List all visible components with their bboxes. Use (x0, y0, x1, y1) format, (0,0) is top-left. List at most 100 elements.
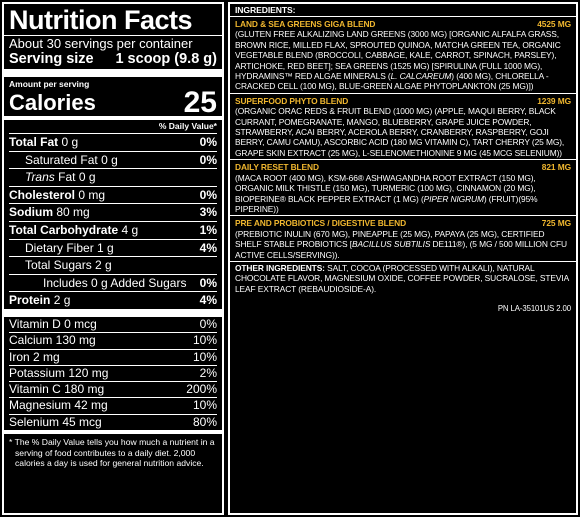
amount-per-serving: Amount per serving (9, 79, 90, 89)
protein-row: Protein 2 g 4% (9, 291, 217, 309)
vitamin-row: Selenium 45 mcg 80% (9, 413, 217, 430)
nutrient-label: Dietary Fiber (25, 240, 94, 255)
blend-text: (MACA ROOT (400 MG), KSM-66® ASHWAGANDHA… (235, 172, 536, 204)
nutrient-label: Sodium (9, 205, 53, 220)
vitamin-row: Vitamin C 180 mg 200% (9, 381, 217, 397)
vitamin-dv: 2% (199, 365, 217, 380)
nutrient-label-suffix: Fat (58, 170, 76, 185)
other-ingredients: OTHER INGREDIENTS: SALT, COCOA (PROCESSE… (235, 263, 571, 294)
blend-amount: 4525 MG (537, 19, 571, 29)
blend-list: LAND & SEA GREENS GIGA BLEND 4525 MG (GLUT… (230, 17, 576, 262)
blend-name: LAND & SEA GREENS GIGA BLEND (235, 19, 376, 29)
nutrient-label: Saturated Fat (25, 152, 98, 167)
blend-name: SUPERFOOD PHYTO BLEND (235, 95, 349, 106)
vitamin-label: Calcium 130 mg (9, 333, 96, 348)
vitamin-dv: 10% (192, 333, 217, 348)
servings-per-container: About 30 servings per container (9, 36, 193, 51)
blend-contents: (GLUTEN FREE ALKALIZING LAND GREENS (300… (235, 29, 571, 91)
blend-text: PIPER NIGRUM (423, 193, 484, 204)
vitamin-label: Iron 2 mg (9, 349, 60, 364)
blend-contents: (MACA ROOT (400 MG), KSM-66® ASHWAGANDHA… (235, 173, 571, 215)
vitamin-label: Magnesium 42 mg (9, 398, 108, 413)
nutrient-amount: 0 g (101, 152, 118, 167)
vitamin-label: Vitamin D 0 mcg (9, 316, 97, 331)
vitamin-dv: 0% (199, 316, 217, 331)
vitamin-row: Potassium 120 mg 2% (9, 364, 217, 381)
nutrient-amount: 4 g (121, 222, 139, 237)
sodium-row: Sodium 80 mg 3% (9, 203, 217, 221)
nutrient-label: Cholesterol (9, 187, 76, 202)
vitamin-row: Calcium 130 mg 10% (9, 332, 217, 348)
blend-text: L. CALCAREUM (390, 71, 452, 82)
nutrient-label: Trans (25, 170, 55, 185)
divider-medium (4, 430, 222, 435)
blend-text: (PREBIOTIC INULIN (670 MG), PINEAPPLE (2… (235, 228, 545, 250)
total-carbohydrate-row: Total Carbohydrate 4 g 1% (9, 220, 217, 239)
nutrient-dv: 0% (199, 135, 217, 149)
nutrition-facts-title: Nutrition Facts (9, 5, 193, 35)
nutrient-dv: 0% (199, 187, 217, 202)
divider-thick (4, 308, 222, 317)
vitamin-label: Selenium 45 mcg (9, 414, 102, 429)
blend-header: SUPERFOOD PHYTO BLEND 1239 MG (235, 96, 571, 106)
ingredient-blend: PRE AND PROBIOTICS / DIGESTIVE BLEND 725 … (230, 216, 576, 262)
nutrient-dv: 0% (199, 275, 217, 290)
blend-text: BACILLUS SUBTILIS (351, 239, 431, 250)
vitamin-dv: 80% (192, 414, 217, 429)
nutrient-dv: 3% (199, 205, 217, 220)
blend-text: (ORGANIC ORAC REDS & FRUIT BLEND (1000 M… (235, 106, 565, 158)
other-ingredients-text: SALT, COCOA (PROCESSED WITH ALKALI), NAT… (235, 262, 569, 294)
blend-header: PRE AND PROBIOTICS / DIGESTIVE BLEND 725 … (235, 218, 571, 228)
ingredients-title: INGREDIENTS: (230, 4, 576, 17)
nutrient-label: Includes 0 g Added Sugars (43, 275, 187, 290)
blend-name: DAILY RESET BLEND (235, 162, 319, 173)
blend-contents: (ORGANIC ORAC REDS & FRUIT BLEND (1000 M… (235, 106, 571, 158)
nutrient-amount: 1 g (97, 240, 114, 255)
total-fat-row: Total Fat 0 g 0% (9, 133, 217, 151)
nutrient-label: Total Sugars (25, 258, 92, 273)
vitamin-label: Potassium 120 mg (9, 365, 109, 380)
cholesterol-row: Cholesterol 0 mg 0% (9, 185, 217, 204)
part-number: PN LA-35101US 2.00 (497, 304, 571, 314)
serving-size-label: Serving size (9, 51, 94, 67)
vitamin-dv: 200% (186, 382, 217, 397)
trans-fat-row: Trans Fat 0 g (9, 168, 217, 186)
nutrient-amount: 0 g (78, 170, 96, 185)
nutrient-dv: 0% (199, 152, 217, 167)
other-ingredients-label: OTHER INGREDIENTS: (235, 262, 325, 273)
added-sugars-row: Includes 0 g Added Sugars 0% (9, 273, 217, 292)
blend-amount: 1239 MG (537, 95, 571, 106)
saturated-fat-row: Saturated Fat 0 g 0% (9, 150, 217, 169)
ingredients-panel: INGREDIENTS: LAND & SEA GREENS GIGA BLEN… (228, 2, 578, 515)
nutrient-amount: 0 g (61, 135, 79, 149)
nutrient-amount: 2 g (53, 293, 71, 308)
calories-row: Calories 25 (9, 88, 217, 118)
nutrient-amount: 2 g (95, 258, 112, 273)
ingredient-blend: SUPERFOOD PHYTO BLEND 1239 MG (ORGANIC ORA… (230, 94, 576, 161)
vitamin-label: Vitamin C 180 mg (9, 382, 105, 397)
vitamin-dv: 10% (192, 398, 217, 413)
blend-text: DE111®), (5 MG / 500 MILLION CFU ACTIVE … (235, 239, 567, 260)
blend-text: ) (400 MG), CHLORELLA - CRACKED CELL (10… (235, 71, 549, 92)
blend-text: ) (FRUIT)(95% PIPERINE)) (235, 193, 538, 214)
vitamin-row: Vitamin D 0 mcg 0% (9, 317, 217, 332)
divider-thick (4, 69, 222, 77)
vitamin-dv: 10% (192, 349, 217, 364)
divider (4, 35, 222, 36)
blend-name: PRE AND PROBIOTICS / DIGESTIVE BLEND (235, 218, 407, 229)
ingredient-blend: LAND & SEA GREENS GIGA BLEND 4525 MG (GLUT… (230, 17, 576, 94)
serving-size: Serving size 1 scoop (9.8 g) (9, 51, 217, 68)
nutrient-amount: 80 mg (56, 205, 90, 220)
vitamins-list: Vitamin D 0 mcg 0% Calcium 130 mg 10% Iron… (9, 317, 217, 430)
blend-amount: 725 MG (541, 218, 571, 229)
nutrient-dv: 4% (199, 240, 217, 255)
vitamin-row: Magnesium 42 mg 10% (9, 397, 217, 413)
total-sugars-row: Total Sugars 2 g (9, 256, 217, 274)
nutrient-label: Total Carbohydrate (9, 222, 119, 237)
divider-medium (4, 116, 222, 120)
nutrient-amount: 0 mg (78, 187, 106, 202)
serving-size-value: 1 scoop (9.8 g) (115, 51, 217, 67)
nutrition-facts-panel: Nutrition Facts About 30 servings per co… (2, 2, 224, 515)
calories-label: Calories (9, 90, 96, 115)
nutrient-dv: 1% (199, 222, 217, 237)
